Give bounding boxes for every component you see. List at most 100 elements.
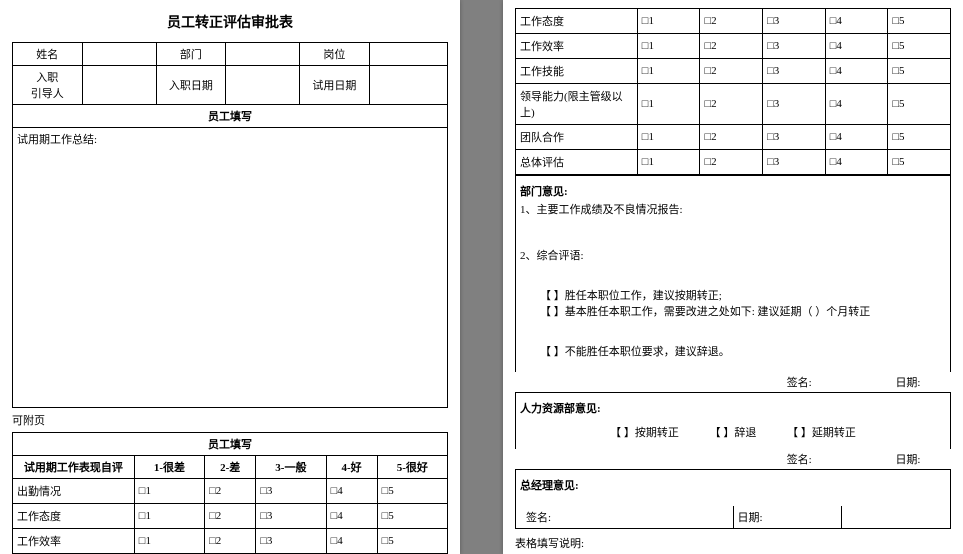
chk[interactable]: □2 — [700, 9, 763, 34]
chk[interactable]: □5 — [888, 150, 951, 175]
table-row: 工作效率 □1 □2 □3 □4 □5 — [516, 34, 951, 59]
chk[interactable]: □2 — [205, 504, 256, 529]
gm-opinion: 总经理意见: 签名: 日期: — [515, 469, 951, 529]
chk[interactable]: □4 — [326, 529, 377, 554]
summary-label: 试用期工作总结: — [17, 134, 97, 146]
dept-chk2[interactable]: 【 】基本胜任本职工作，需要改进之处如下: 建议延期（ ）个月转正 — [520, 303, 946, 319]
chk[interactable]: □1 — [637, 150, 700, 175]
chk[interactable]: □5 — [888, 9, 951, 34]
chk[interactable]: □5 — [377, 504, 447, 529]
table-row: 工作技能 □1 □2 □3 □4 □5 — [516, 59, 951, 84]
chk[interactable]: □4 — [825, 84, 888, 125]
instr-title: 表格填写说明: — [515, 535, 951, 551]
chk[interactable]: □3 — [763, 34, 826, 59]
chk[interactable]: □3 — [763, 125, 826, 150]
chk[interactable]: □1 — [637, 34, 700, 59]
chk[interactable]: □1 — [637, 9, 700, 34]
selfeval-label: 试用期工作表现自评 — [13, 456, 135, 479]
dept-chk1[interactable]: 【 】胜任本职位工作，建议按期转正; — [520, 287, 946, 303]
chk[interactable]: □3 — [763, 84, 826, 125]
chk[interactable]: □4 — [825, 150, 888, 175]
hr-title: 人力资源部意见: — [520, 396, 946, 418]
crit-4b: 领导能力(限主管级以上) — [516, 84, 638, 125]
chk[interactable]: □4 — [326, 479, 377, 504]
chk[interactable]: □3 — [256, 504, 326, 529]
crit-3b: 工作技能 — [516, 59, 638, 84]
dept-line1: 1、主要工作成绩及不良情况报告: — [520, 201, 946, 217]
fill-header-1: 员工填写 — [13, 105, 448, 128]
crit-5: 团队合作 — [516, 125, 638, 150]
mentor-cell — [82, 66, 156, 105]
table-row: 团队合作 □1 □2 □3 □4 □5 — [516, 125, 951, 150]
chk[interactable]: □5 — [377, 479, 447, 504]
chk[interactable]: □2 — [205, 529, 256, 554]
table-row: 工作态度 □1 □2 □3 □4 □5 — [13, 504, 448, 529]
crit-0: 出勤情况 — [13, 479, 135, 504]
summary-cell: 试用期工作总结: — [13, 128, 448, 408]
name-label: 姓名 — [13, 43, 83, 66]
dept-date: 日期: — [895, 377, 920, 389]
dept-label: 部门 — [156, 43, 226, 66]
hiredate-cell — [226, 66, 300, 105]
hr-opt1[interactable]: 【 】按期转正 — [610, 427, 679, 439]
chk[interactable]: □2 — [700, 34, 763, 59]
scale-1: 1-很差 — [134, 456, 204, 479]
gm-sig: 签名: — [526, 512, 551, 524]
dept-line2: 2、综合评语: — [520, 247, 946, 263]
selfeval-table: 员工填写 试用期工作表现自评 1-很差 2-差 3-一般 4-好 5-很好 出勤… — [12, 432, 448, 554]
hr-date: 日期: — [895, 454, 920, 466]
hr-opt3[interactable]: 【 】延期转正 — [787, 427, 856, 439]
page-2: 工作态度 □1 □2 □3 □4 □5 工作效率 □1 □2 □3 □4 □5 … — [503, 0, 963, 554]
chk[interactable]: □1 — [134, 479, 204, 504]
crit-2: 工作效率 — [13, 529, 135, 554]
chk[interactable]: □4 — [825, 9, 888, 34]
gm-title: 总经理意见: — [520, 473, 946, 495]
chk[interactable]: □1 — [134, 529, 204, 554]
chk[interactable]: □4 — [825, 59, 888, 84]
table-row: 工作态度 □1 □2 □3 □4 □5 — [516, 9, 951, 34]
chk[interactable]: □5 — [888, 59, 951, 84]
chk[interactable]: □2 — [205, 479, 256, 504]
info-table: 姓名 部门 岗位 入职 引导人 入职日期 试用日期 员工填写 试用期工作总结: — [12, 42, 448, 408]
chk[interactable]: □4 — [326, 504, 377, 529]
chk[interactable]: □2 — [700, 59, 763, 84]
pos-cell — [369, 43, 447, 66]
chk[interactable]: □3 — [256, 529, 326, 554]
name-cell — [82, 43, 156, 66]
table-row: 领导能力(限主管级以上) □1 □2 □3 □4 □5 — [516, 84, 951, 125]
chk[interactable]: □4 — [825, 125, 888, 150]
chk[interactable]: □1 — [637, 59, 700, 84]
chk[interactable]: □5 — [888, 34, 951, 59]
doc-title: 员工转正评估审批表 — [12, 12, 448, 32]
table-row: 总体评估 □1 □2 □3 □4 □5 — [516, 150, 951, 175]
page-1: 员工转正评估审批表 姓名 部门 岗位 入职 引导人 入职日期 试用日期 员工填写… — [0, 0, 460, 554]
chk[interactable]: □5 — [888, 125, 951, 150]
dept-chk3[interactable]: 【 】不能胜任本职位要求，建议辞退。 — [520, 343, 946, 359]
scale-5: 5-很好 — [377, 456, 447, 479]
scale-3: 3-一般 — [256, 456, 326, 479]
chk[interactable]: □1 — [134, 504, 204, 529]
chk[interactable]: □3 — [256, 479, 326, 504]
hr-opinion: 人力资源部意见: 【 】按期转正 【 】辞退 【 】延期转正 签名: 日期: — [515, 392, 951, 469]
hr-sig: 签名: — [787, 454, 812, 466]
hr-opt2[interactable]: 【 】辞退 — [710, 427, 757, 439]
chk[interactable]: □2 — [700, 125, 763, 150]
chk[interactable]: □2 — [700, 84, 763, 125]
dept-cell — [226, 43, 300, 66]
chk[interactable]: □2 — [700, 150, 763, 175]
crit-6: 总体评估 — [516, 150, 638, 175]
gm-date: 日期: — [738, 512, 763, 524]
chk[interactable]: □5 — [888, 84, 951, 125]
crit-1b: 工作态度 — [516, 9, 638, 34]
chk[interactable]: □3 — [763, 59, 826, 84]
chk[interactable]: □1 — [637, 84, 700, 125]
chk[interactable]: □4 — [825, 34, 888, 59]
crit-2b: 工作效率 — [516, 34, 638, 59]
dept-title: 部门意见: — [520, 179, 946, 201]
chk[interactable]: □1 — [637, 125, 700, 150]
hiredate-label: 入职日期 — [156, 66, 226, 105]
chk[interactable]: □3 — [763, 9, 826, 34]
chk[interactable]: □3 — [763, 150, 826, 175]
chk[interactable]: □5 — [377, 529, 447, 554]
attach-note: 可附页 — [12, 410, 448, 430]
